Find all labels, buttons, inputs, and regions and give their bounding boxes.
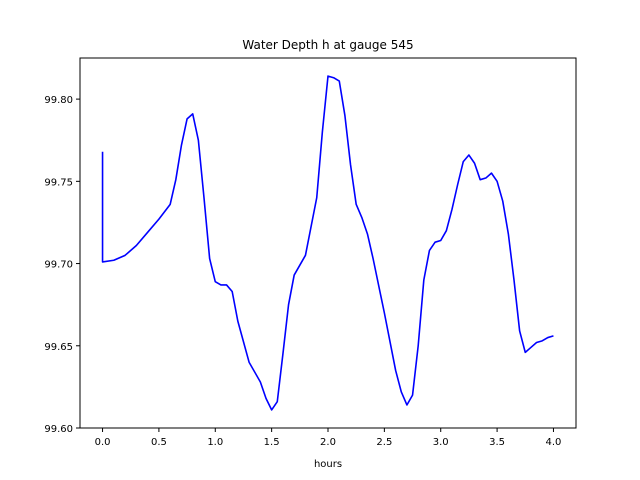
x-tick-label: 1.0: [207, 437, 223, 448]
y-tick-label: 99.75: [44, 177, 73, 188]
x-tick-label: 3.0: [433, 437, 449, 448]
x-tick-label: 2.0: [320, 437, 336, 448]
y-tick-label: 99.65: [44, 342, 73, 353]
y-axis: 99.60 99.65 99.70 99.75 99.80: [44, 95, 80, 435]
y-tick-label: 99.70: [44, 260, 73, 271]
x-tick-label: 0.5: [151, 437, 167, 448]
series-line-0: [101, 75, 554, 411]
plot-frame: [79, 57, 577, 429]
x-tick-label: 2.5: [376, 437, 392, 448]
x-tick-label: 3.5: [489, 437, 505, 448]
x-axis: 0.0 0.5 1.0 1.5 2.0 2.5 3.0 3.5 4.0: [95, 428, 562, 448]
x-tick-label: 1.5: [264, 437, 280, 448]
x-tick-label: 0.0: [95, 437, 111, 448]
chart-title: Water Depth h at gauge 545: [242, 38, 413, 52]
y-tick-label: 99.80: [44, 95, 73, 106]
x-axis-label: hours: [314, 459, 342, 470]
x-tick-label: 4.0: [546, 437, 562, 448]
y-tick-label: 99.60: [44, 424, 73, 435]
series-layer: [101, 75, 554, 411]
